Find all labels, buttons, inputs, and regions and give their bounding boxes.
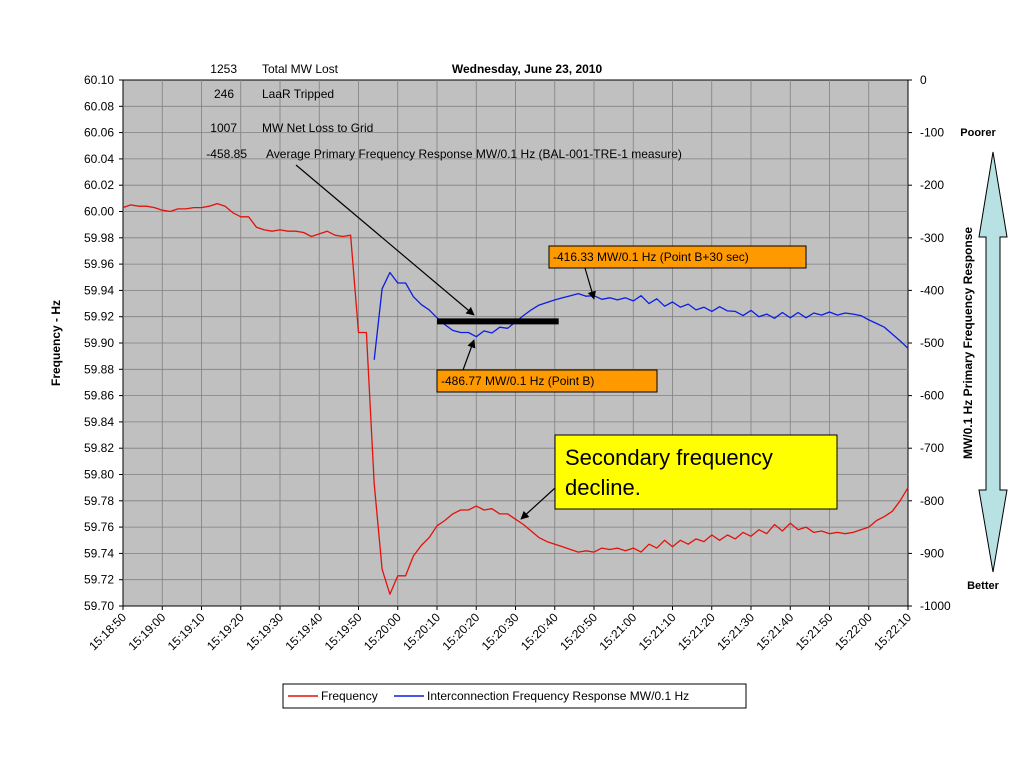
x-tick-label: 15:20:50	[557, 610, 600, 653]
y-tick-label: 60.04	[84, 152, 114, 166]
point-b-label: -486.77 MW/0.1 Hz (Point B)	[441, 374, 594, 388]
point-b-label-box	[436, 369, 658, 393]
x-tick-label: 15:19:40	[282, 610, 325, 653]
better-label: Better	[967, 580, 1000, 592]
y-tick-label: 59.78	[84, 494, 114, 508]
stat-total-mw-lost-label: Total MW Lost	[262, 62, 339, 76]
y-tick-label: 60.10	[84, 73, 114, 87]
poorer-better-arrow	[978, 151, 1008, 573]
y2-tick-label: -1000	[920, 599, 951, 613]
interconnection-response-series-line	[373, 271, 909, 360]
y-tick-label: 59.98	[84, 231, 114, 245]
y-tick-label: 59.74	[84, 546, 114, 560]
x-tick-label: 15:19:20	[204, 610, 247, 653]
y2-tick-label: -800	[920, 494, 944, 508]
x-tick-label: 15:22:00	[832, 610, 875, 653]
x-tick-label: 15:20:10	[400, 610, 443, 653]
y-tick-label: 59.80	[84, 468, 114, 482]
stat-laar-tripped-value: 246	[214, 87, 234, 101]
x-tick-label: 15:20:20	[439, 610, 482, 653]
frequency-series-line	[122, 202, 909, 595]
y-tick-label: 59.76	[84, 520, 114, 534]
stat-laar-tripped-label: LaaR Tripped	[262, 87, 334, 101]
stat-total-mw-lost-value: 1253	[210, 62, 237, 76]
y-tick-label: 59.94	[84, 283, 114, 297]
y-tick-label: 59.84	[84, 415, 114, 429]
stat-average-response-label: Average Primary Frequency Response MW/0.…	[266, 147, 682, 161]
x-tick-label: 15:21:40	[753, 610, 796, 653]
chart-title: Wednesday, June 23, 2010	[452, 62, 603, 76]
x-tick-label: 15:19:50	[322, 610, 365, 653]
y-tick-label: 60.08	[84, 99, 114, 113]
x-tick-label: 15:19:00	[125, 610, 168, 653]
y2-tick-label: -700	[920, 441, 944, 455]
y-tick-label: 59.82	[84, 441, 114, 455]
x-tick-label: 15:21:00	[596, 610, 639, 653]
point-b30-label-box	[548, 245, 807, 269]
y-tick-label: 60.00	[84, 205, 114, 219]
y-tick-label: 59.92	[84, 310, 114, 324]
x-tick-label: 15:21:20	[675, 610, 718, 653]
secondary-decline-label-line2: decline.	[565, 475, 641, 500]
legend-interconnection-label: Interconnection Frequency Response MW/0.…	[427, 689, 689, 703]
secondary-decline-label-line1: Secondary frequency	[565, 445, 773, 470]
x-tick-label: 15:22:10	[871, 610, 914, 653]
series-layer	[122, 202, 909, 595]
x-tick-label: 15:18:50	[86, 610, 129, 653]
y-tick-label: 59.86	[84, 389, 114, 403]
y-tick-label: 60.02	[84, 178, 114, 192]
y-tick-label: 59.70	[84, 599, 114, 613]
y2-axis-ticks: 0 -100 -200 -300 -400 -500 -600 -700 -800 -900 -10…	[908, 73, 951, 613]
x-tick-label: 15:20:40	[518, 610, 561, 653]
y2-tick-label: -600	[920, 389, 944, 403]
y-tick-label: 59.72	[84, 573, 114, 587]
y2-axis-title: MW/0.1 Hz Primary Frequency Response	[961, 227, 975, 459]
y-tick-label: 59.88	[84, 362, 114, 376]
x-tick-label: 15:21:30	[714, 610, 757, 653]
x-tick-label: 15:19:30	[243, 610, 286, 653]
y2-tick-label: -300	[920, 231, 944, 245]
secondary-decline-box	[554, 434, 838, 510]
stat-average-response-value: -458.85	[206, 147, 247, 161]
x-tick-label: 15:20:30	[479, 610, 522, 653]
y2-tick-label: 0	[920, 73, 927, 87]
y2-tick-label: -500	[920, 336, 944, 350]
x-tick-label: 15:19:10	[165, 610, 208, 653]
y2-tick-label: -400	[920, 283, 944, 297]
point-b30-pointer-line	[584, 267, 596, 300]
x-tick-label: 15:21:50	[793, 610, 836, 653]
point-b30-label: -416.33 MW/0.1 Hz (Point B+30 sec)	[553, 250, 749, 264]
y-axis-title: Frequency - Hz	[49, 300, 63, 386]
y-axis-ticks: 60.10 60.08 60.06 60.04 60.02 60.00 59.98 59.96…	[84, 73, 123, 613]
y-tick-label: 59.90	[84, 336, 114, 350]
point-b-pointer-line	[462, 339, 476, 371]
legend	[282, 683, 747, 709]
y2-tick-label: -100	[920, 126, 944, 140]
stat-net-loss-value: 1007	[210, 121, 237, 135]
stat-net-loss-label: MW Net Loss to Grid	[262, 121, 373, 135]
y-tick-label: 60.06	[84, 126, 114, 140]
x-axis-ticks: 15:18:5015:19:0015:19:1015:19:2015:19:30…	[86, 606, 914, 653]
x-tick-label: 15:21:10	[636, 610, 679, 653]
poorer-label: Poorer	[960, 127, 996, 139]
y2-tick-label: -900	[920, 546, 944, 560]
y2-tick-label: -200	[920, 178, 944, 192]
legend-frequency-label: Frequency	[321, 689, 378, 703]
average-pointer-line	[295, 164, 475, 316]
x-tick-label: 15:20:00	[361, 610, 404, 653]
y-tick-label: 59.96	[84, 257, 114, 271]
